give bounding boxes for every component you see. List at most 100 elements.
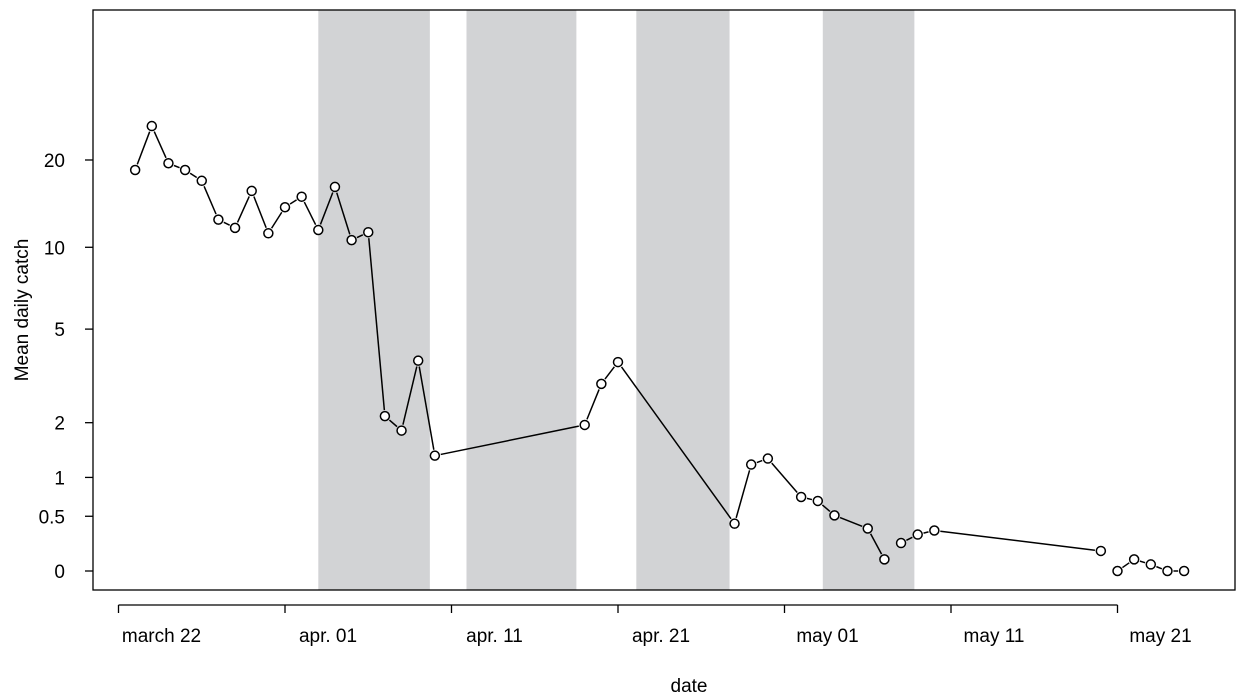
data-point (213, 214, 224, 225)
series-line-segment (356, 234, 364, 239)
plot-frame (92, 9, 1236, 591)
series-line-segment (1121, 562, 1130, 569)
series-line-segment (620, 366, 732, 520)
y-tick-label: 2 (54, 414, 65, 435)
y-tick-label: 10 (44, 238, 65, 259)
series-line-segment (940, 530, 1095, 551)
data-point (912, 529, 923, 540)
data-point (263, 228, 274, 239)
data-point (163, 157, 174, 169)
x-axis-title: date (671, 676, 708, 695)
x-tick-label: may 01 (796, 626, 858, 647)
series-line-segment (869, 533, 883, 555)
data-point (812, 495, 824, 507)
data-point (895, 537, 907, 549)
series-line-segment (1156, 565, 1163, 570)
data-point (829, 510, 840, 521)
y-tick-label: 5 (54, 320, 65, 341)
shaded-periods (318, 10, 915, 590)
series-line-segment (270, 211, 283, 229)
x-tick-label: may 21 (1129, 626, 1191, 647)
data-point (879, 554, 890, 565)
data-point (596, 378, 607, 390)
data-point (1128, 554, 1140, 565)
data-point (1095, 545, 1107, 557)
series-line-segment (906, 536, 913, 541)
data-point (229, 222, 241, 234)
series-line-segment (253, 196, 267, 228)
data-point (579, 419, 590, 431)
shaded-period (822, 10, 915, 590)
series-line-segment (402, 366, 418, 425)
x-tick-label: march 22 (122, 626, 201, 647)
series-line-segment (289, 199, 297, 205)
data-point (196, 175, 207, 187)
data-point (379, 410, 391, 422)
data-point (313, 224, 324, 236)
x-axis: march 22 apr. 01 apr. 11 apr. 21 may 01 may 1… (117, 604, 1192, 647)
y-tick-label: 1 (54, 468, 65, 489)
data-point (279, 201, 291, 213)
data-point (346, 234, 357, 246)
x-tick-label: apr. 11 (466, 626, 523, 647)
data-point (795, 491, 807, 503)
series-lines (136, 131, 1179, 572)
series-points (129, 120, 1190, 577)
data-point (246, 185, 257, 197)
series-line-segment (153, 131, 167, 159)
series-line-segment (418, 366, 435, 450)
data-point (929, 525, 940, 536)
x-tick-label: apr. 01 (299, 626, 357, 647)
data-point (329, 181, 341, 193)
y-axis-title: Mean daily catch (12, 239, 33, 382)
data-point (296, 191, 307, 202)
data-point (179, 164, 191, 176)
series-line-segment (336, 192, 351, 235)
data-point (129, 164, 141, 176)
shaded-period (636, 10, 730, 590)
series-line-segment (806, 497, 813, 501)
data-point (1162, 565, 1173, 577)
series-line-segment (136, 131, 151, 165)
data-point (1178, 565, 1190, 577)
series-line-segment (319, 192, 334, 225)
series-line-segment (440, 425, 579, 456)
series-line-segment (236, 196, 250, 223)
series-line-segment (173, 164, 180, 169)
series-line-segment (771, 462, 798, 493)
data-point (862, 523, 873, 534)
y-tick-label: 0 (54, 562, 65, 583)
series-line-segment (839, 516, 863, 527)
y-tick-label: 0.5 (39, 507, 65, 528)
series-line-segment (604, 366, 615, 380)
data-point (762, 453, 774, 464)
data-point (1145, 559, 1157, 570)
data-point (412, 355, 424, 366)
series-line-segment (735, 470, 751, 519)
shaded-period (466, 10, 577, 590)
series-line-segment (368, 238, 386, 411)
series-line-segment (756, 459, 763, 464)
data-point (146, 120, 158, 132)
series-line-segment (303, 201, 317, 225)
y-axis: 0 0.5 1 2 5 10 20 (39, 151, 93, 583)
series-line-segment (923, 531, 929, 534)
x-tick-label: apr. 21 (632, 626, 690, 647)
series-line-segment (821, 504, 831, 513)
series-line-segment (223, 221, 231, 226)
data-point (729, 518, 740, 529)
data-point (612, 356, 624, 368)
x-tick-label: may 11 (964, 626, 1025, 647)
series-line-segment (1139, 560, 1146, 564)
series-line-segment (586, 389, 600, 420)
data-point (429, 450, 441, 461)
y-tick-label: 20 (44, 151, 65, 172)
data-point (745, 459, 757, 470)
data-point (363, 226, 374, 238)
series-line-segment (203, 186, 217, 215)
series-line-segment (388, 419, 398, 428)
data-point (396, 425, 407, 436)
series-line-segment (189, 172, 198, 179)
